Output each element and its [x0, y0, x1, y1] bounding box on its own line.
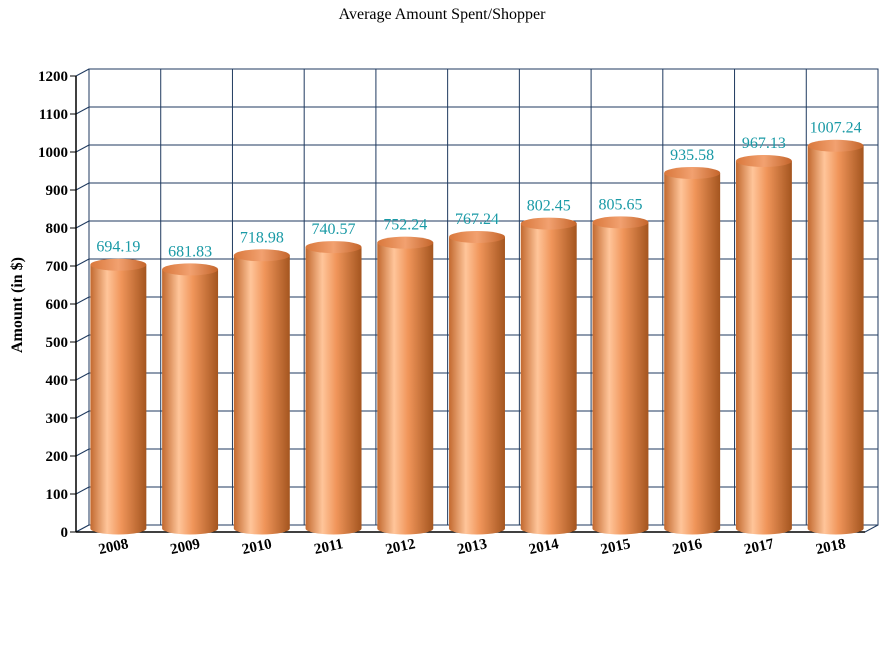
x-tick-label: 2018 [814, 536, 847, 558]
bar [520, 217, 577, 535]
bar-top [305, 241, 362, 254]
y-tick-label: 400 [46, 373, 69, 389]
bar-top [592, 216, 649, 229]
side-wall-line [75, 68, 90, 77]
side-wall-line [75, 258, 90, 267]
x-tick-label: 2012 [384, 536, 417, 558]
x-tick-label: 2008 [97, 536, 130, 558]
y-tick-label: 200 [46, 449, 69, 465]
bar [233, 249, 290, 535]
x-tick-label: 2014 [528, 536, 561, 558]
data-label: 1007.24 [810, 120, 862, 137]
data-labels: 694.19 681.83 718.98 740.57 752.24 767.24 802.… [96, 120, 861, 261]
y-axis-label: Amount (in $) [9, 257, 26, 353]
side-wall-line [75, 296, 90, 305]
bar-top [377, 236, 434, 249]
chart-title: Average Amount Spent/Shopper [339, 6, 546, 23]
side-wall-line [75, 372, 90, 381]
bar-top [735, 154, 792, 167]
side-wall-line [75, 410, 90, 419]
side-wall-line [75, 182, 90, 191]
data-label: 935.58 [670, 147, 714, 164]
bar-top [520, 217, 577, 230]
bar-top [233, 249, 290, 262]
x-tick-label: 2013 [456, 536, 489, 558]
bar-body [449, 236, 505, 535]
data-label: 718.98 [240, 229, 284, 246]
bar [90, 258, 147, 535]
side-wall-line [75, 486, 90, 495]
bar-body [233, 255, 290, 535]
bar [449, 230, 505, 535]
bar-body [520, 223, 577, 535]
side-wall-line [75, 334, 90, 343]
bar-top [449, 230, 505, 243]
bar-top [664, 166, 721, 179]
bar [377, 236, 434, 535]
bars [90, 139, 864, 535]
bar [592, 216, 649, 535]
bar-top [807, 139, 864, 152]
bar [305, 241, 362, 535]
bar-top [90, 258, 147, 271]
y-tick-label: 100 [46, 487, 69, 503]
x-tick-label: 2011 [313, 536, 345, 558]
x-tick-label: 2017 [743, 536, 776, 558]
x-tick-label: 2010 [241, 536, 274, 558]
x-tick-label: 2009 [169, 536, 202, 558]
bar [664, 166, 721, 535]
data-label: 681.83 [168, 243, 212, 260]
bar [735, 154, 792, 535]
bar-body [162, 269, 219, 535]
data-label: 694.19 [96, 239, 140, 256]
y-tick-label: 1000 [38, 145, 68, 161]
x-tick-label: 2016 [671, 536, 704, 558]
side-wall-line [75, 448, 90, 457]
bar-body [664, 172, 721, 535]
side-wall-line [75, 220, 90, 229]
y-tick-label: 0 [61, 525, 69, 541]
y-tick-label: 1200 [38, 69, 68, 85]
bar-top [162, 263, 219, 276]
data-label: 967.13 [742, 135, 786, 152]
data-label: 740.57 [312, 221, 356, 238]
y-tick-label: 900 [46, 183, 69, 199]
data-label: 767.24 [455, 211, 499, 228]
y-tick-label: 300 [46, 411, 69, 427]
bar [807, 139, 864, 535]
bar-body [377, 242, 434, 535]
data-label: 805.65 [598, 196, 642, 213]
y-tick-label: 800 [46, 221, 69, 237]
bar [162, 263, 219, 535]
bar-body [305, 247, 362, 535]
y-tick-label: 500 [46, 335, 69, 351]
y-tick-label: 600 [46, 297, 69, 313]
x-tick-label: 2015 [599, 536, 632, 558]
data-label: 802.45 [527, 198, 571, 215]
bar-body [735, 160, 792, 535]
side-wall-line [75, 144, 90, 153]
bar-body [592, 222, 649, 535]
bar-body [90, 264, 147, 535]
bar-body [807, 145, 864, 535]
y-tick-label: 700 [46, 259, 69, 275]
side-wall-line [75, 106, 90, 115]
data-label: 752.24 [383, 217, 427, 234]
y-tick-label: 1100 [39, 107, 68, 123]
